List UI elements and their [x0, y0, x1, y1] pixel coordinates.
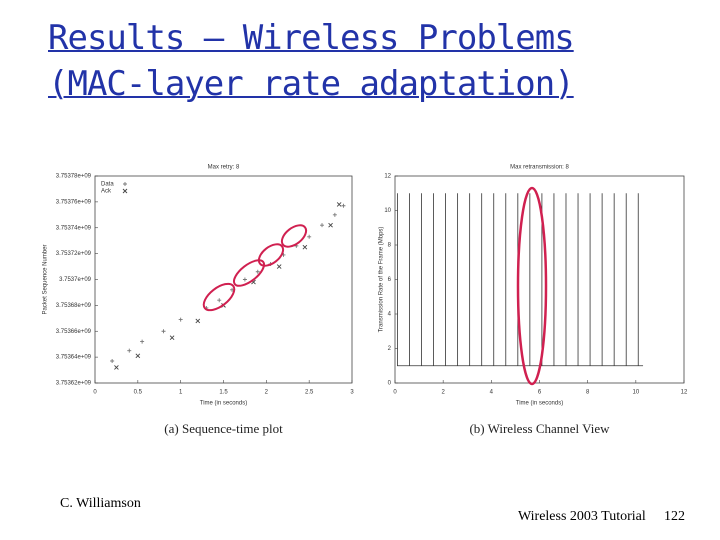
point — [127, 348, 132, 353]
y-tick-label: 3.75362e+09 — [56, 381, 92, 387]
point — [135, 353, 141, 359]
point — [178, 317, 183, 322]
y-tick-label: 3.75368e+09 — [56, 303, 92, 309]
y-tick-label: 8 — [388, 243, 392, 249]
x-axis-label: Time (in seconds) — [516, 401, 563, 407]
legend-label: Data — [101, 182, 114, 188]
highlight-ellipse — [516, 186, 548, 386]
highlight-ellipse — [202, 282, 236, 312]
x-tick-label: 2 — [441, 390, 445, 396]
highlight-ellipse — [232, 259, 266, 287]
point — [217, 298, 222, 303]
x-tick-label: 12 — [681, 390, 688, 396]
point — [328, 222, 333, 228]
y-tick-label: 3.75372e+09 — [56, 251, 92, 257]
x-tick-label: 4 — [490, 390, 494, 396]
chart-title: Max retransmission: 8 — [510, 165, 569, 171]
y-axis-label: Packet Sequence Number — [43, 244, 49, 314]
point — [242, 277, 247, 282]
slide-title-line-2: (MAC-layer rate adaptation) — [48, 64, 575, 104]
highlight-ellipse — [280, 224, 308, 248]
point — [332, 212, 337, 217]
point — [320, 223, 325, 228]
y-tick-label: 3.75378e+09 — [56, 174, 92, 180]
x-tick-label: 2.5 — [305, 390, 314, 396]
point — [169, 335, 175, 341]
y-tick-label: 3.75364e+09 — [56, 355, 92, 361]
footer-page: 122 — [664, 509, 685, 524]
caption: (b) Wireless Channel View — [469, 421, 610, 436]
x-tick-label: 6 — [538, 390, 542, 396]
x-tick-label: 8 — [586, 390, 590, 396]
x-tick-label: 10 — [632, 390, 639, 396]
point — [140, 339, 145, 344]
x-tick-label: 0 — [93, 390, 97, 396]
x-tick-label: 1 — [179, 390, 183, 396]
legend-marker — [123, 182, 127, 186]
y-tick-label: 3.7537e+09 — [59, 277, 92, 283]
y-axis-label: Transmission Rate of the Frame (Mbps) — [379, 227, 385, 333]
point — [341, 203, 346, 208]
x-tick-label: 0 — [393, 390, 397, 396]
footer-author: C. Williamson — [60, 496, 141, 511]
y-tick-label: 0 — [388, 381, 392, 387]
y-tick-label: 4 — [388, 312, 392, 318]
y-tick-label: 3.75366e+09 — [56, 329, 92, 335]
y-tick-label: 10 — [384, 208, 391, 214]
point — [302, 244, 308, 250]
point — [195, 318, 201, 324]
chart-title: Max retry: 8 — [208, 165, 240, 171]
x-axis-label: Time (in seconds) — [200, 401, 247, 407]
point — [114, 365, 119, 370]
point — [307, 234, 312, 239]
x-tick-label: 2 — [265, 390, 269, 396]
y-tick-label: 2 — [388, 346, 392, 352]
point — [276, 264, 282, 269]
slide-title-line-1: Results – Wireless Problems — [48, 18, 575, 58]
legend-label: Ack — [101, 189, 112, 195]
x-tick-label: 0.5 — [134, 390, 143, 396]
y-tick-label: 12 — [384, 174, 391, 180]
legend-marker — [122, 188, 128, 194]
point — [161, 329, 166, 334]
point — [110, 359, 115, 364]
highlight-ellipse — [257, 243, 285, 267]
plot-frame — [94, 175, 353, 384]
x-tick-label: 3 — [350, 390, 354, 396]
y-tick-label: 6 — [388, 277, 392, 283]
y-tick-label: 3.75374e+09 — [56, 225, 92, 231]
plot-frame — [394, 175, 685, 384]
y-tick-label: 3.75376e+09 — [56, 199, 92, 205]
caption: (a) Sequence-time plot — [164, 421, 283, 436]
point — [255, 269, 260, 274]
x-tick-label: 1.5 — [219, 390, 228, 396]
point — [336, 202, 342, 207]
footer-event: Wireless 2003 Tutorial — [518, 509, 646, 524]
